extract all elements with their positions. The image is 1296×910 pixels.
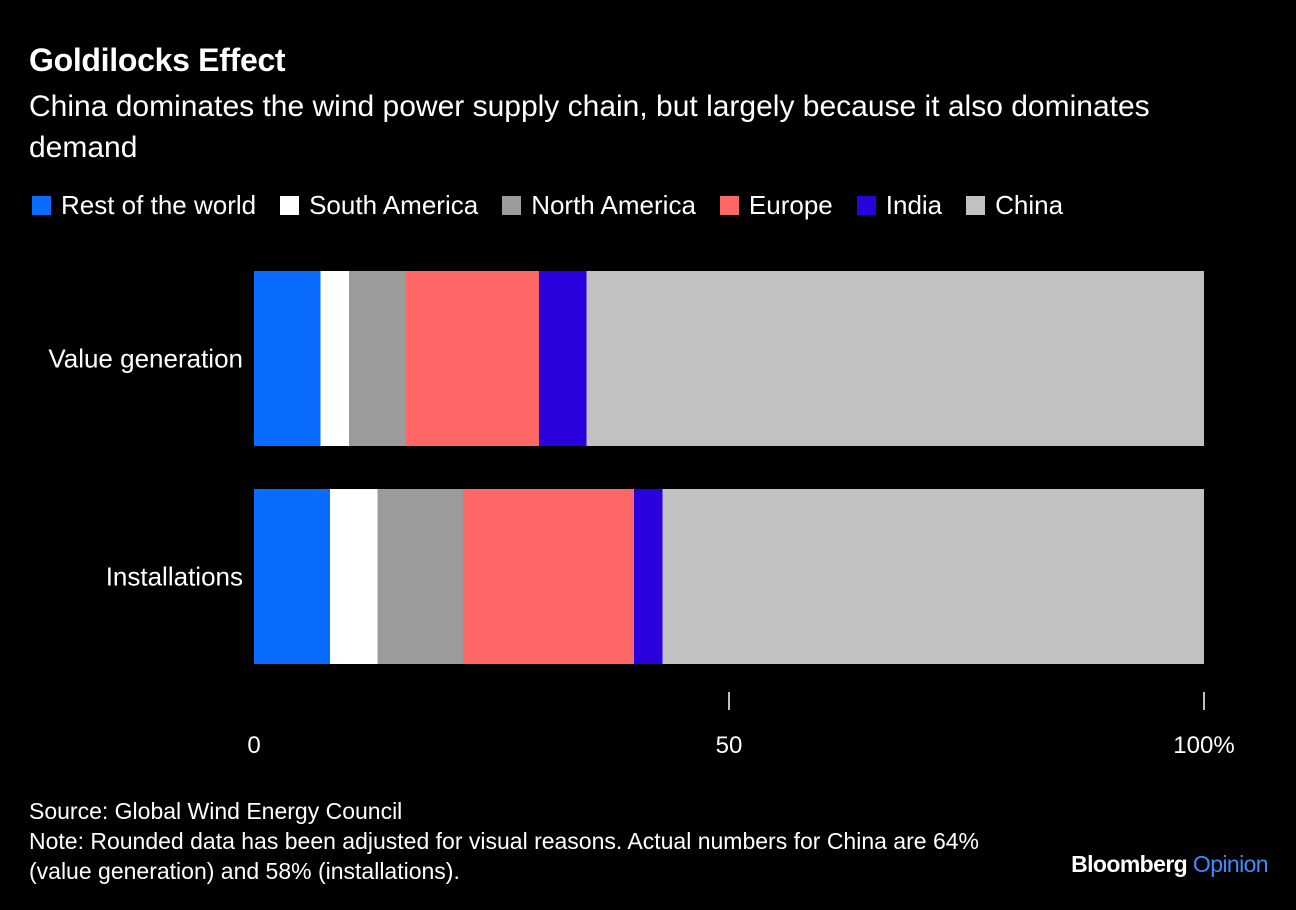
- note-text: Note: Rounded data has been adjusted for…: [29, 828, 979, 884]
- legend-swatch: [966, 196, 986, 215]
- bar-segment: [586, 271, 1204, 446]
- bar-segment: [634, 489, 663, 664]
- legend-swatch: [32, 196, 51, 215]
- legend-swatch: [280, 196, 300, 215]
- bar-segment: [349, 271, 406, 446]
- legend-item: India: [856, 190, 943, 221]
- brand-primary: Bloomberg: [1071, 851, 1188, 877]
- bar-segment: [377, 489, 463, 664]
- bar-segment: [254, 489, 330, 664]
- chart-subtitle: China dominates the wind power supply ch…: [29, 90, 1150, 164]
- legend-swatch: [856, 196, 876, 215]
- legend-label: Rest of the world: [61, 190, 257, 220]
- category-label: Value generation: [48, 344, 243, 374]
- brand-secondary: Opinion: [1192, 851, 1269, 877]
- legend-item: Europe: [719, 190, 833, 221]
- legend-item: South America: [280, 190, 478, 221]
- legend-label: India: [885, 190, 943, 220]
- legend-item: China: [966, 190, 1063, 221]
- source-notes: Source: Global Wind Energy Council Note:…: [29, 796, 989, 886]
- tick-label: 50: [716, 732, 743, 759]
- bar-segment: [330, 489, 378, 664]
- bloomberg-opinion-logo: Bloomberg Opinion: [1071, 851, 1268, 878]
- source-text: Source: Global Wind Energy Council: [29, 798, 403, 824]
- tick-label: 100%: [1173, 732, 1234, 759]
- legend-label: South America: [309, 190, 479, 220]
- bar-segment: [539, 271, 587, 446]
- category-label: Installations: [106, 562, 243, 592]
- bar-segment: [406, 271, 539, 446]
- tick-label: 0: [247, 732, 260, 759]
- legend-item: Rest of the world: [32, 190, 256, 221]
- legend-swatch: [502, 196, 522, 215]
- legend-swatch: [719, 196, 739, 215]
- stacked-bar-chart: Value generation Installations 0 50 100%: [48, 271, 1235, 759]
- legend-label: China: [995, 190, 1064, 220]
- chart-title: Goldilocks Effect: [29, 42, 286, 78]
- legend-item: North America: [502, 190, 696, 221]
- bar-segment: [254, 271, 321, 446]
- bar-segment: [320, 271, 349, 446]
- bar-segment: [662, 489, 1204, 664]
- bar-segment: [463, 489, 634, 664]
- legend-label: North America: [531, 190, 696, 220]
- legend-label: Europe: [748, 190, 833, 220]
- legend: Rest of the world South America North Amer…: [32, 190, 1087, 221]
